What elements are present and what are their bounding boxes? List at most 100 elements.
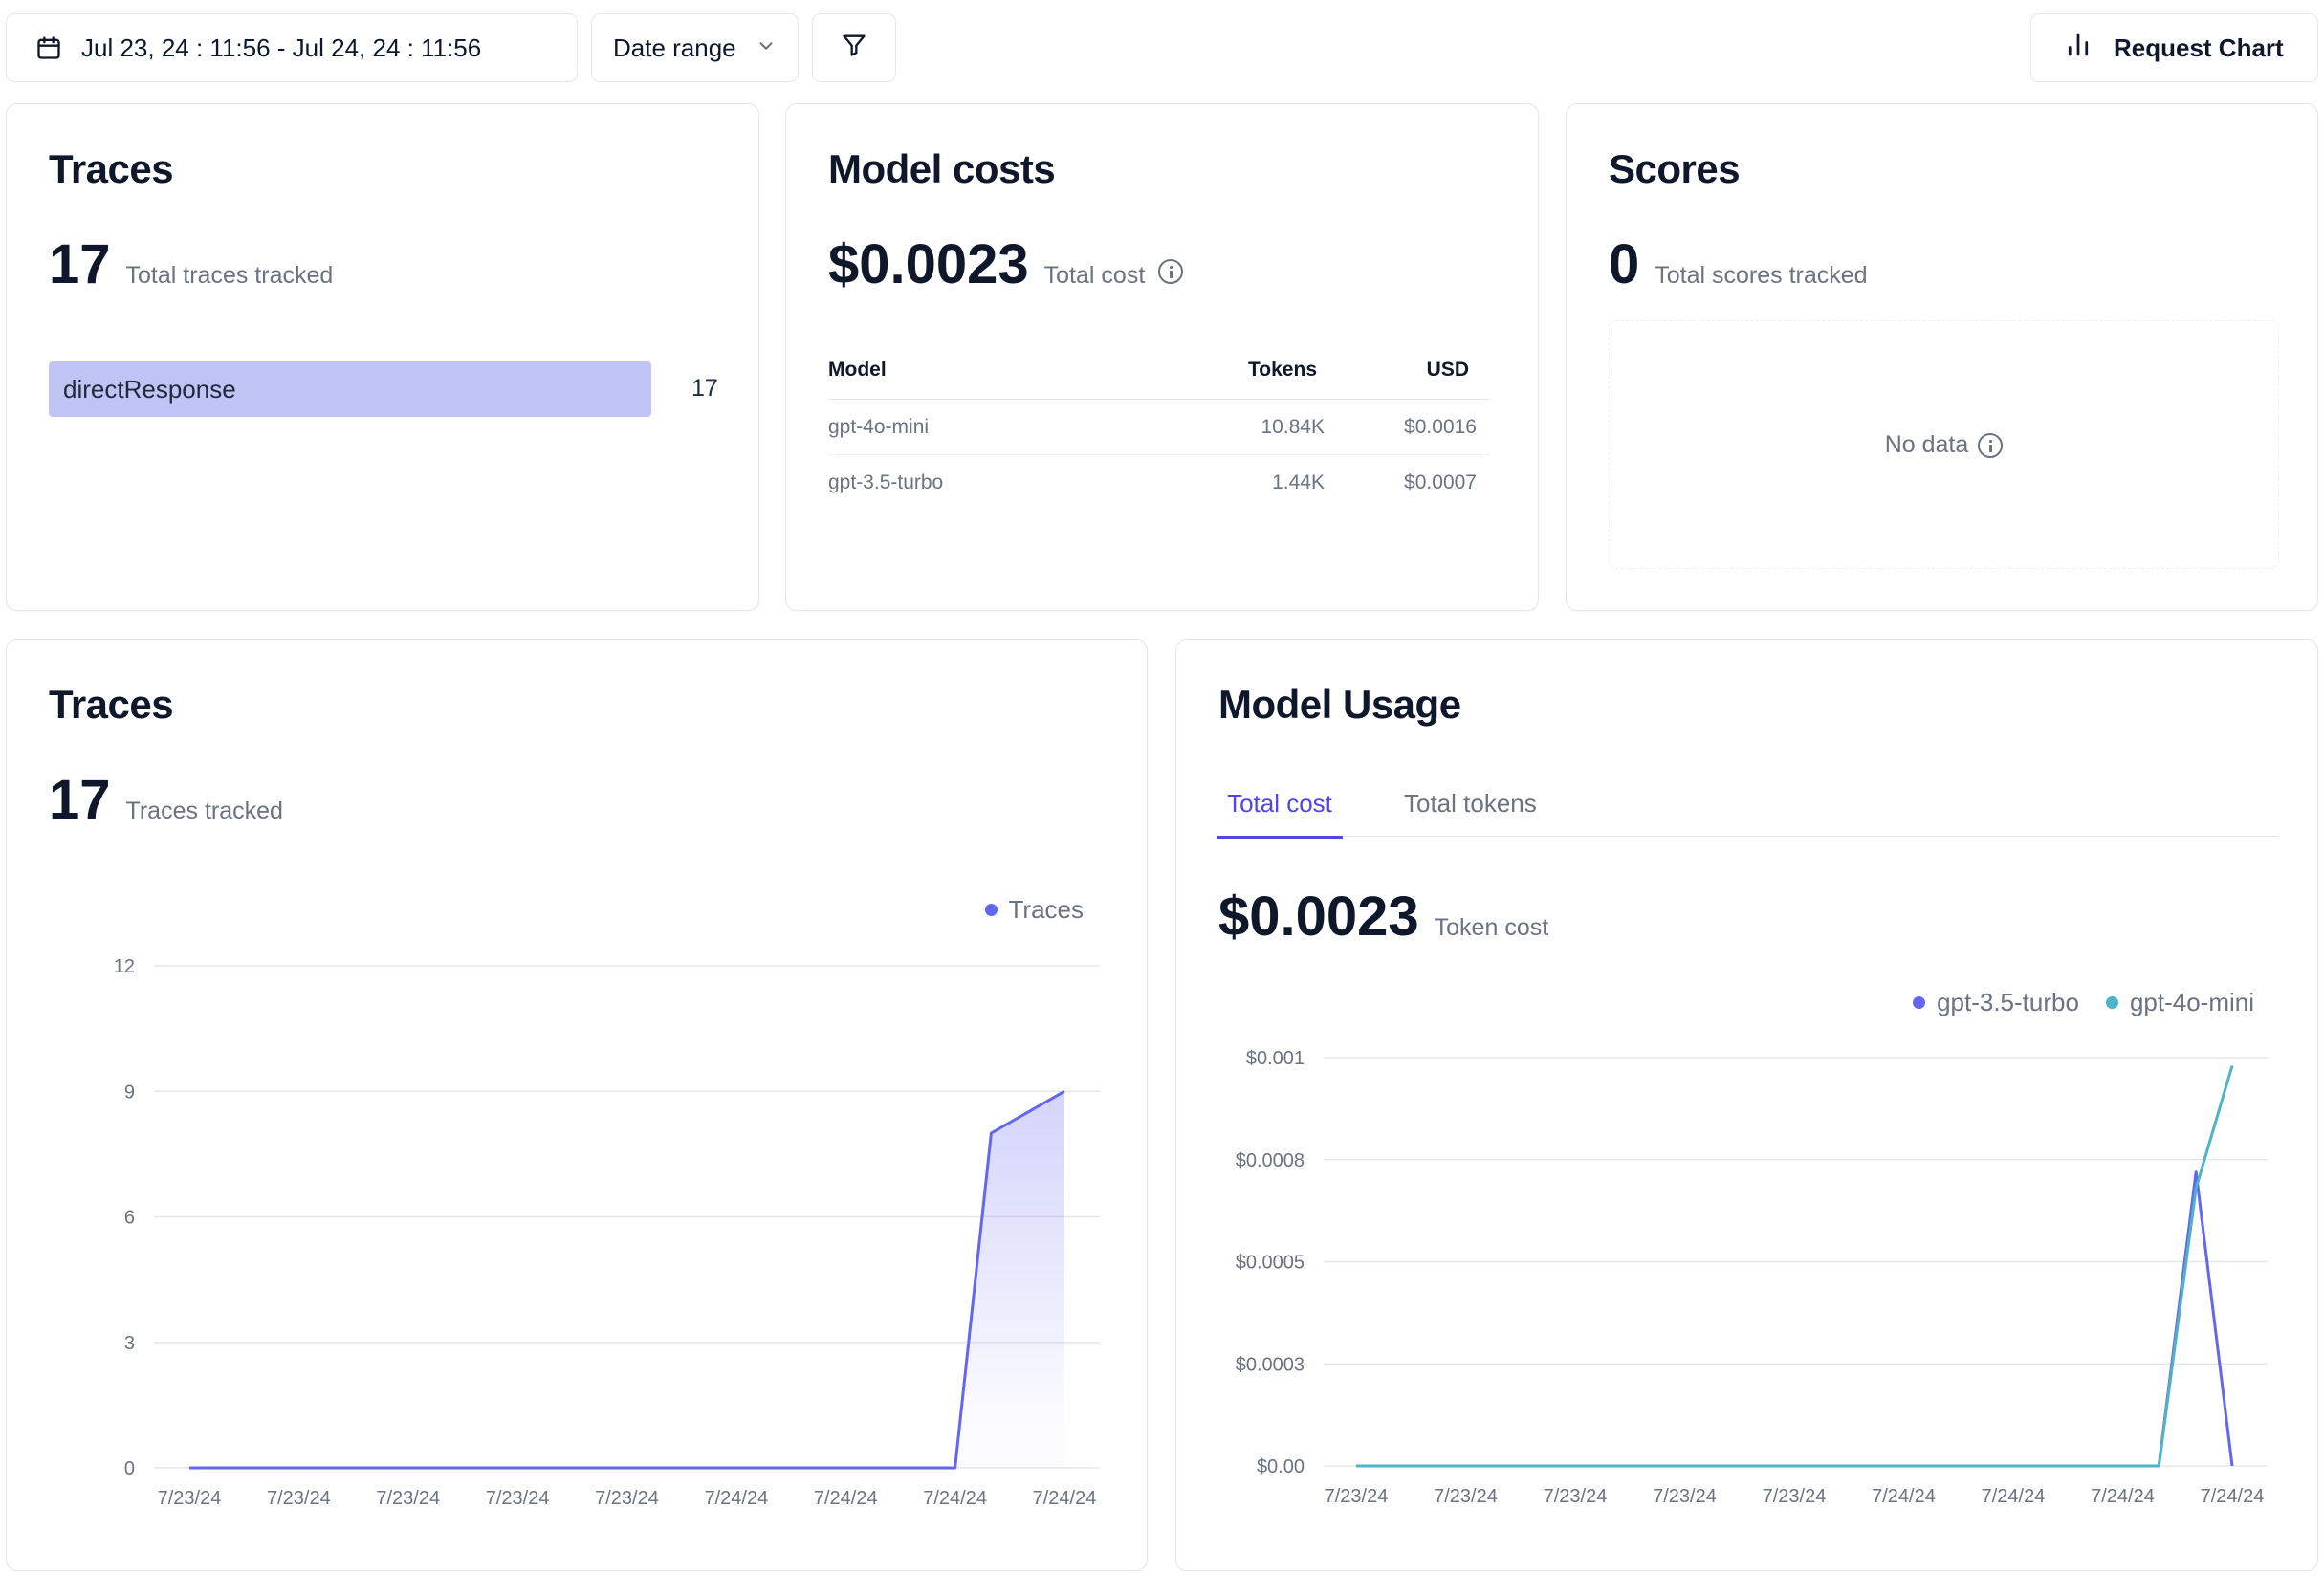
x-tick-label: 7/23/24 — [267, 1488, 331, 1509]
no-data-text: No data — [1884, 430, 1969, 458]
model-usage-card: Model Usage Total cost Total tokens $0.0… — [1175, 639, 2318, 1571]
model-name: gpt-4o-mini — [828, 399, 1159, 455]
model-costs-total-metric: $0.0023 Total cost — [828, 232, 1184, 296]
x-tick-label: 7/24/24 — [705, 1488, 769, 1509]
x-tick-label: 7/23/24 — [1653, 1486, 1717, 1507]
tab-total-cost[interactable]: Total cost — [1217, 772, 1343, 839]
calendar-icon — [35, 34, 62, 61]
legend-label: Traces — [1008, 895, 1085, 924]
x-tick-label: 7/24/24 — [814, 1488, 878, 1509]
x-tick-label: 7/23/24 — [1434, 1486, 1498, 1507]
series-line — [189, 1089, 1065, 1470]
traces-total-value: 17 — [49, 233, 111, 295]
traces-chart: 0 3 6 9 12 7/23/24 7/23/24 7/23/24 7/23/24 7/23/2… — [114, 956, 1100, 1509]
legend-dot — [2105, 996, 2118, 1009]
trace-name-count: 17 — [691, 375, 718, 402]
scores-total-metric: 0 Total scores tracked — [1609, 232, 1868, 296]
traces-chart-card: Traces 17 Traces tracked Traces 0 3 6 9 12 7/… — [6, 639, 1148, 1571]
model-usage-chart: $0.00 $0.0003 $0.0005 $0.0008 $0.001 7/23/24 7… — [1236, 1048, 2268, 1507]
scores-total-value: 0 — [1609, 233, 1640, 295]
x-tick-label: 7/24/24 — [2201, 1486, 2265, 1507]
model-usage-total-value: $0.0023 — [1218, 885, 1419, 948]
filter-icon — [841, 32, 867, 65]
tab-total-tokens[interactable]: Total tokens — [1404, 772, 1537, 837]
request-chart-button[interactable]: Request Chart — [2030, 13, 2318, 82]
table-header-row: Model Tokens USD — [828, 359, 1490, 400]
traces-chart-total-metric: 17 Traces tracked — [49, 768, 283, 832]
date-range-value: Jul 23, 24 : 11:56 - Jul 24, 24 : 11:56 — [81, 33, 482, 62]
traces-total-metric: 17 Total traces tracked — [49, 232, 333, 296]
traces-chart-total-value: 17 — [49, 769, 111, 831]
model-usd: $0.0007 — [1404, 470, 1477, 493]
chevron-down-icon — [756, 33, 777, 63]
model-costs-total-value: $0.0023 — [828, 233, 1029, 295]
x-tick-label: 7/23/24 — [376, 1488, 440, 1509]
model-tokens: 1.44K — [1272, 470, 1325, 493]
x-tick-label: 7/24/24 — [1982, 1486, 2046, 1507]
date-range-picker[interactable]: Jul 23, 24 : 11:56 - Jul 24, 24 : 11:56 — [6, 13, 578, 82]
x-tick-label: 7/23/24 — [1763, 1486, 1827, 1507]
y-tick-label: $0.001 — [1246, 1048, 1305, 1069]
trace-name-bar[interactable]: directResponse — [49, 361, 651, 417]
x-tick-label: 7/24/24 — [923, 1488, 987, 1509]
y-tick-label: 9 — [124, 1082, 135, 1103]
y-tick-label: $0.0008 — [1236, 1150, 1305, 1171]
tab-label: Total cost — [1227, 789, 1332, 818]
bar-chart-icon — [2064, 31, 2093, 66]
x-tick-label: 7/23/24 — [486, 1488, 550, 1509]
card-title: Model Usage — [1218, 682, 1461, 727]
model-usage-tabs: Total cost Total tokens — [1217, 772, 2278, 839]
table-row: gpt-3.5-turbo 1.44K $0.0007 — [828, 455, 1490, 511]
area-fill — [189, 1091, 1064, 1468]
y-tick-label: $0.00 — [1257, 1456, 1305, 1477]
tab-label: Total tokens — [1404, 789, 1537, 818]
date-range-select[interactable]: Date range — [591, 13, 799, 82]
x-tick-label: 7/24/24 — [2091, 1486, 2155, 1507]
card-title: Scores — [1609, 146, 1741, 191]
traces-summary-card: Traces 17 Total traces tracked directRes… — [6, 103, 759, 611]
model-usd: $0.0016 — [1325, 399, 1490, 455]
legend-label: gpt-4o-mini — [2129, 988, 2254, 1016]
x-tick-label: 7/23/24 — [1325, 1486, 1389, 1507]
trace-name-label: directResponse — [63, 374, 236, 404]
model-usage-total-label: Token cost — [1434, 914, 1549, 941]
x-tick-label: 7/23/24 — [595, 1488, 659, 1509]
y-tick-label: 0 — [124, 1458, 135, 1479]
series-line — [1356, 1170, 2234, 1468]
legend-dot — [1913, 996, 1926, 1009]
traces-total-label: Total traces tracked — [125, 262, 334, 289]
column-header-usd: USD — [1325, 359, 1490, 400]
column-header-tokens: Tokens — [1159, 359, 1325, 400]
legend-dot — [984, 904, 998, 916]
legend-label: gpt-3.5-turbo — [1937, 988, 2079, 1016]
y-tick-label: $0.0003 — [1236, 1354, 1305, 1375]
card-title: Model costs — [828, 146, 1056, 191]
model-costs-table: Model Tokens USD gpt-4o-mini 10.84K $0.0… — [828, 359, 1490, 511]
x-tick-label: 7/24/24 — [1872, 1486, 1936, 1507]
y-tick-label: $0.0005 — [1236, 1253, 1305, 1274]
info-icon[interactable] — [1978, 433, 2004, 458]
chart-legend: gpt-3.5-turbo gpt-4o-mini — [1913, 988, 2254, 1017]
traces-chart-total-label: Traces tracked — [125, 798, 283, 824]
y-tick-label: 6 — [124, 1208, 135, 1229]
x-tick-label: 7/24/24 — [1033, 1488, 1097, 1509]
y-tick-label: 3 — [124, 1333, 135, 1354]
scores-total-label: Total scores tracked — [1655, 262, 1868, 289]
table-row: gpt-4o-mini 10.84K $0.0016 — [828, 399, 1490, 455]
x-tick-label: 7/23/24 — [1544, 1486, 1608, 1507]
card-title: Traces — [49, 146, 174, 191]
date-range-select-label: Date range — [613, 33, 736, 62]
model-usage-total-metric: $0.0023 Token cost — [1218, 885, 1548, 949]
card-title: Traces — [49, 682, 174, 727]
chart-legend: Traces — [984, 895, 1085, 925]
model-tokens: 10.84K — [1159, 399, 1325, 455]
info-icon[interactable] — [1158, 259, 1184, 284]
request-chart-label: Request Chart — [2114, 33, 2284, 62]
model-name: gpt-3.5-turbo — [828, 470, 944, 493]
scores-card: Scores 0 Total scores tracked No data — [1566, 103, 2318, 611]
column-header-model: Model — [828, 359, 1159, 400]
scores-empty-state: No data — [1609, 320, 2279, 569]
filter-button[interactable] — [812, 13, 896, 82]
model-costs-total-label: Total cost — [1043, 262, 1146, 289]
series-line — [1356, 1065, 2234, 1468]
